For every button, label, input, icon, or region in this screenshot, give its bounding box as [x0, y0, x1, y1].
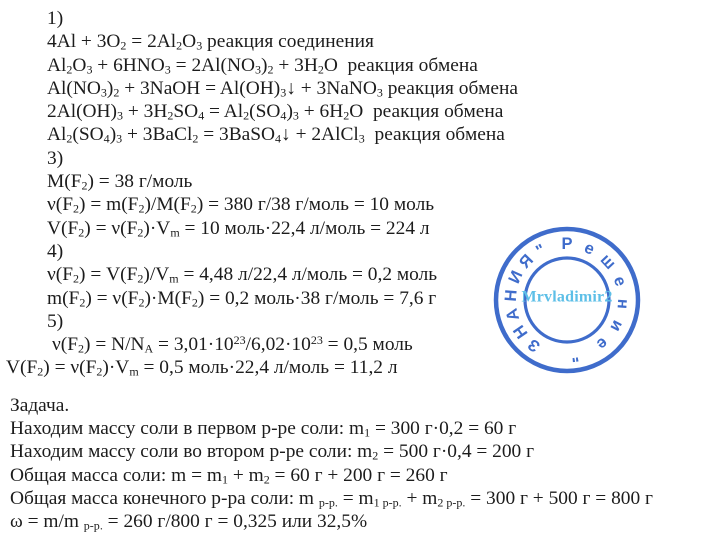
- doc-line-15: ν(F2) = N/NA = 3,01·1023/6,02·1023 = 0,5…: [52, 333, 413, 356]
- doc-line-16: V(F2) = ν(F2)·Vm = 0,5 моль·22,4 л/моль …: [6, 357, 398, 380]
- doc-line-18: Находим массу соли в первом р-ре соли: m…: [10, 418, 517, 440]
- doc-line-14: 5): [47, 310, 64, 332]
- svg-text:ш: ш: [597, 251, 620, 273]
- doc-line-3: Al2O3 + 6HNO3 = 2Al(NO3)2 + 3H2O реакция…: [47, 54, 478, 77]
- svg-text:и: и: [606, 317, 627, 334]
- doc-line-6: Al2(SO4)3 + 3BaCl2 = 3BaSO4↓ + 2AlCl3 ре…: [47, 124, 505, 147]
- doc-line-20: Общая масса соли: m = m1 + m2 = 60 г + 2…: [10, 464, 448, 487]
- doc-line-5: 2Al(OH)3 + 3H2SO4 = Al2(SO4)3 + 6H2O реа…: [47, 101, 504, 123]
- section-numbered-solutions: 1) 4Al + 3O2 = 2Al2O3 реакция соединения…: [0, 7, 713, 380]
- doc-line-21: Общая масса конечного р-ра соли: m р-р. …: [10, 487, 653, 510]
- svg-text:А: А: [503, 306, 523, 322]
- svg-text:н: н: [614, 298, 633, 309]
- svg-text:": ": [570, 346, 580, 365]
- doc-line-13: m(F2) = ν(F2)·M(F2) = 0,2 моль·38 г/моль…: [47, 287, 437, 310]
- svg-text:З: З: [525, 335, 544, 356]
- doc-line-19: Находим массу соли во втором р-ре соли: …: [10, 441, 535, 463]
- svg-text:Я: Я: [516, 251, 537, 272]
- svg-text:е: е: [581, 239, 597, 259]
- doc-line-4: Al(NO3)2 + 3NaOH = Al(OH)3↓ + 3NaNO3 реа…: [47, 77, 519, 100]
- doc-line-10: V(F2) = ν(F2)·Vm = 10 моль·22,4 л/моль =…: [47, 217, 430, 240]
- doc-line-1: 1): [47, 8, 64, 29]
- doc-line-12: ν(F2) = V(F2)/Vm = 4,48 л/22,4 л/моль = …: [47, 264, 438, 286]
- svg-text:е: е: [610, 274, 630, 289]
- svg-text:Н: Н: [502, 289, 521, 302]
- svg-text:Н: Н: [510, 322, 532, 342]
- svg-text:Р: Р: [561, 235, 572, 253]
- stamp-outer-ring: [493, 226, 641, 374]
- doc-line-9: ν(F2) = m(F2)/M(F2) = 380 г/38 г/моль = …: [47, 194, 435, 217]
- section-task-solution: Задача. Находим массу соли в первом р-ре…: [10, 394, 713, 534]
- doc-line-8: M(F2) = 38 г/моль: [47, 171, 193, 193]
- doc-line-17: Задача.: [10, 394, 70, 416]
- doc-line-7: 3): [47, 147, 64, 169]
- stamp-username: Mrvladimir2: [521, 289, 612, 306]
- svg-text:И: И: [505, 268, 526, 286]
- doc-line-2: 4Al + 3O2 = 2Al2O3 реакция соединения: [47, 31, 374, 53]
- svg-text:е: е: [593, 334, 611, 354]
- doc-line-22: ω = m/m р-р. = 260 г/800 г = 0,325 или 3…: [10, 511, 368, 533]
- doc-line-11: 4): [47, 240, 64, 262]
- stamp-inner-ring: [523, 256, 611, 344]
- svg-text:": ": [533, 241, 548, 261]
